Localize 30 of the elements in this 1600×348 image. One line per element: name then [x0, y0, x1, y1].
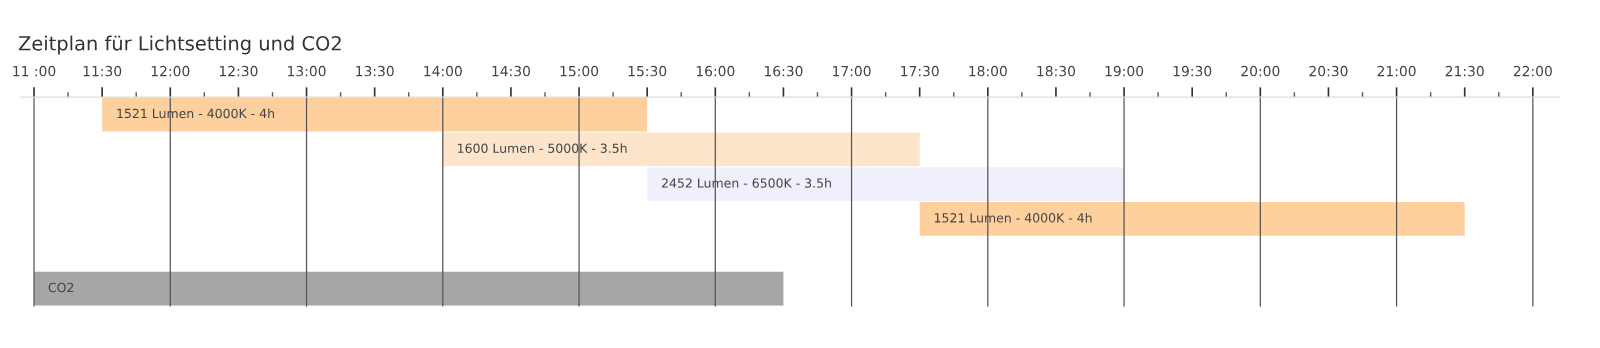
x-tick-label: 11 :00: [13, 65, 56, 77]
bar: [442, 132, 920, 167]
x-tick-label: 18:00: [969, 65, 1007, 77]
x-tick-label: 15:00: [560, 65, 599, 77]
x-tick-label: 21:30: [1445, 65, 1484, 77]
x-tick-label: 20:30: [1309, 65, 1348, 77]
x-tick-label: 19:00: [1105, 65, 1144, 77]
x-tick-label: 16:00: [696, 65, 735, 77]
x-tick-label: 17:30: [901, 65, 939, 77]
bar: [919, 202, 1465, 236]
bar: [647, 167, 1125, 202]
x-tick-label: 14:00: [424, 65, 462, 77]
x-tick-label: 20:00: [1241, 65, 1280, 77]
chart-title: Zeitplan für Lichtsetting und CO2: [18, 35, 341, 55]
x-tick-label: 13:30: [356, 65, 394, 77]
x-tick-label: 16:30: [764, 65, 803, 77]
x-tick-label: 12:30: [219, 65, 258, 77]
x-tick-label: 12:00: [151, 65, 190, 77]
x-tick-label: 14:30: [492, 65, 531, 77]
bar: [34, 271, 784, 306]
x-tick-label: 13:00: [288, 65, 326, 77]
x-tick-label: 21:00: [1377, 65, 1416, 77]
bar: [102, 97, 648, 132]
x-tick-label: 11:30: [83, 65, 122, 77]
x-tick-label: 17:00: [833, 65, 871, 77]
annotation: CO2: [48, 282, 74, 293]
x-tick-label: 18:30: [1037, 65, 1076, 77]
x-tick-label: 15:30: [628, 65, 667, 77]
x-tick-label: 22:00: [1513, 65, 1552, 77]
x-tick-label: 19:30: [1173, 65, 1212, 77]
